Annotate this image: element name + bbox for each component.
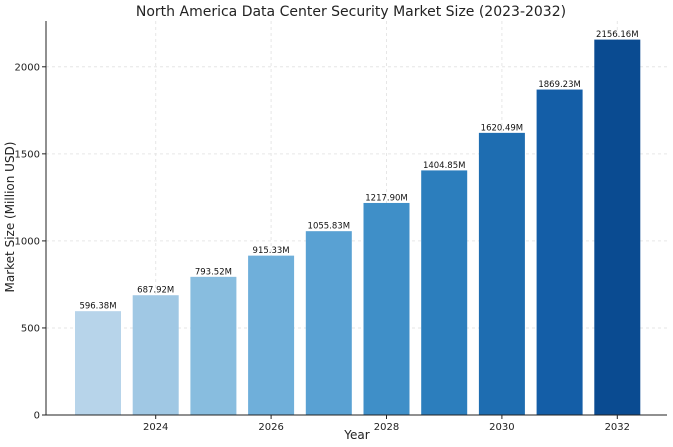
data-label-2024: 687.92M <box>137 286 174 296</box>
y-tick-label: 1500 <box>15 149 40 160</box>
bar-2031 <box>536 89 583 415</box>
x-tick-label: 2028 <box>374 422 399 433</box>
bar-2029 <box>421 170 468 415</box>
data-label-2032: 2156.16M <box>596 30 638 40</box>
y-tick-label: 1000 <box>15 236 40 247</box>
bar-2023 <box>75 311 121 415</box>
y-tick-label: 2000 <box>15 62 40 73</box>
y-axis-ticks: 0 500 1000 1500 2000 <box>15 62 46 422</box>
data-label-2025: 793.52M <box>195 267 232 277</box>
x-axis-ticks: 2024 2026 2028 2030 2032 <box>143 415 630 433</box>
x-axis-title: Year <box>343 428 369 442</box>
bar-2028 <box>363 202 410 415</box>
data-label-2023: 596.38M <box>79 302 116 312</box>
bar-2032 <box>594 39 641 416</box>
bars <box>75 39 641 416</box>
axes <box>45 21 667 416</box>
x-tick-label: 2026 <box>258 422 283 433</box>
y-axis-title: Market Size (Million USD) <box>3 142 17 293</box>
bar-2026 <box>248 255 295 415</box>
bar-2025 <box>190 276 237 415</box>
data-label-2027: 1055.83M <box>308 222 350 232</box>
x-tick-label: 2024 <box>143 422 168 433</box>
y-tick-label: 0 <box>34 411 40 422</box>
x-tick-label: 2032 <box>605 422 630 433</box>
y-tick-label: 500 <box>21 323 40 334</box>
data-labels: 596.38M 687.92M 793.52M 915.33M 1055.83M 1217… <box>79 30 638 312</box>
chart-title: North America Data Center Security Marke… <box>136 4 566 20</box>
x-tick-label: 2030 <box>489 422 514 433</box>
bar-2024 <box>132 295 179 415</box>
data-label-2028: 1217.90M <box>365 193 407 203</box>
data-label-2029: 1404.85M <box>423 161 465 171</box>
data-label-2031: 1869.23M <box>538 80 580 90</box>
bar-2030 <box>478 132 525 415</box>
data-label-2030: 1620.49M <box>481 123 523 133</box>
bar-2027 <box>305 231 352 415</box>
data-label-2026: 915.33M <box>253 246 290 256</box>
